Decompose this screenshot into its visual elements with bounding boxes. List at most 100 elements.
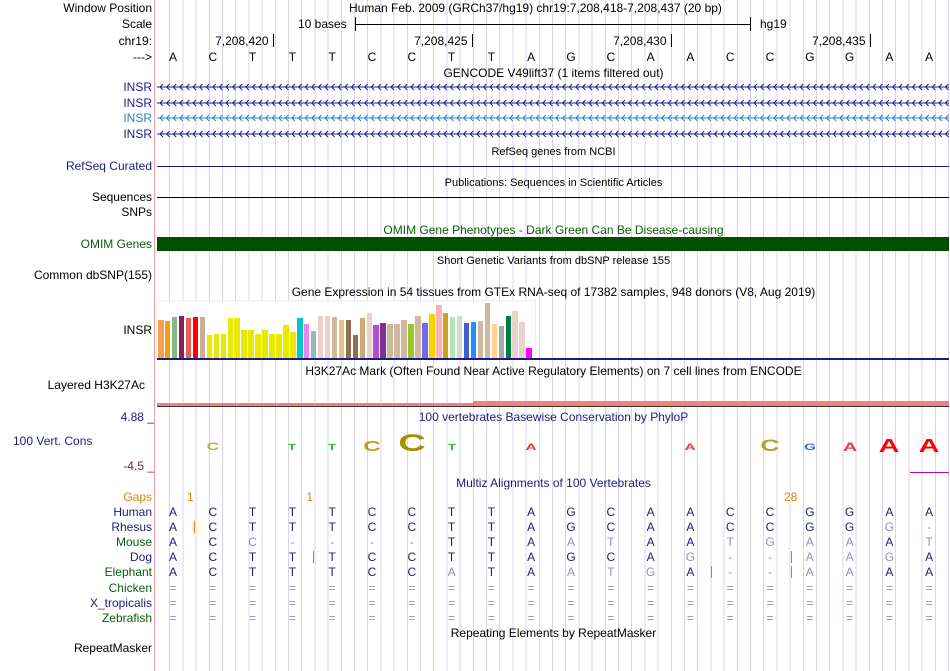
- gtex-tissue-bar[interactable]: [262, 330, 268, 359]
- gtex-tissue-bar[interactable]: [359, 318, 366, 359]
- dbsnp-label[interactable]: Common dbSNP(155): [33, 268, 152, 282]
- gtex-tissue-bar[interactable]: [415, 316, 421, 359]
- alignment-base: C: [248, 535, 257, 550]
- gtex-tissue-bar[interactable]: [269, 333, 275, 359]
- gtex-tissue-bar[interactable]: [463, 323, 470, 359]
- gene-model-insr[interactable]: [157, 111, 949, 125]
- gtex-tissue-bar[interactable]: [387, 324, 393, 359]
- gtex-tissue-bar[interactable]: [297, 318, 303, 359]
- gtex-tissue-bar[interactable]: [422, 323, 428, 359]
- alignment-base: =: [607, 580, 615, 595]
- base-letter: A: [925, 50, 934, 64]
- gtex-tissue-bar[interactable]: [199, 317, 206, 359]
- species-label-elephant[interactable]: Elephant: [104, 565, 152, 580]
- gtex-tissue-bar[interactable]: [276, 333, 282, 359]
- conservation-logo-letter: A: [525, 442, 537, 453]
- species-label-x_tropicalis[interactable]: X_tropicalis: [89, 595, 152, 610]
- gene-label-insr[interactable]: INSR: [123, 95, 152, 110]
- gtex-tissue-bar[interactable]: [303, 324, 310, 359]
- position-title: Human Feb. 2009 (GRCh37/hg19) chr19:7,20…: [349, 1, 722, 15]
- gtex-tissue-bar[interactable]: [442, 312, 449, 359]
- alignment-base: A: [646, 520, 655, 535]
- gtex-tissue-bar[interactable]: [227, 318, 233, 359]
- alignment-base: T: [447, 535, 456, 550]
- gtex-tissue-bar[interactable]: [373, 325, 379, 359]
- gene-model-insr[interactable]: [157, 127, 949, 141]
- species-label-mouse[interactable]: Mouse: [115, 535, 152, 550]
- species-label-rhesus[interactable]: Rhesus: [111, 520, 152, 535]
- gtex-chart[interactable]: [156, 300, 536, 360]
- gtex-tissue-bar[interactable]: [317, 316, 324, 359]
- gtex-tissue-bar[interactable]: [408, 324, 414, 359]
- gtex-tissue-bar[interactable]: [283, 325, 289, 359]
- gtex-tissue-bar[interactable]: [234, 318, 240, 359]
- base-letter: T: [248, 50, 257, 64]
- gtex-tissue-bar[interactable]: [436, 304, 442, 359]
- alignment-base: G: [844, 520, 855, 535]
- gtex-tissue-bar[interactable]: [352, 334, 359, 359]
- gtex-tissue-bar[interactable]: [484, 302, 491, 359]
- omim-label[interactable]: OMIM Genes: [80, 237, 152, 251]
- gtex-tissue-bar[interactable]: [491, 324, 498, 359]
- gtex-tissue-bar[interactable]: [185, 318, 192, 359]
- gtex-tissue-bar[interactable]: [310, 330, 317, 359]
- alignment-base: C: [407, 505, 417, 519]
- h3k27ac-label[interactable]: Layered H3K27Ac: [47, 378, 145, 392]
- alignment-base: G: [765, 535, 775, 550]
- gtex-tissue-bar[interactable]: [526, 348, 532, 359]
- species-label-chicken[interactable]: Chicken: [108, 580, 152, 595]
- repeatmasker-label[interactable]: RepeatMasker: [73, 641, 152, 655]
- alignment-base: =: [288, 580, 296, 595]
- gtex-tissue-bar[interactable]: [470, 322, 477, 359]
- gtex-tissue-bar[interactable]: [394, 324, 400, 359]
- gene-label-insr[interactable]: INSR: [123, 111, 152, 126]
- gtex-tissue-bar[interactable]: [380, 323, 386, 359]
- alignment-base: =: [368, 580, 376, 595]
- gtex-label[interactable]: INSR: [123, 323, 152, 337]
- gene-label-insr[interactable]: INSR: [123, 127, 152, 142]
- omim-gene-bar[interactable]: [157, 237, 949, 251]
- gtex-tissue-bar[interactable]: [338, 320, 345, 359]
- gtex-tissue-bar[interactable]: [477, 321, 484, 359]
- omim-title: OMIM Gene Phenotypes - Dark Green Can Be…: [383, 223, 724, 237]
- gtex-tissue-bar[interactable]: [220, 333, 227, 359]
- gtex-tissue-bar[interactable]: [331, 317, 338, 359]
- phylop-label[interactable]: 100 Vert. Cons: [13, 434, 93, 448]
- gtex-tissue-bar[interactable]: [178, 315, 185, 359]
- gtex-tissue-bar[interactable]: [213, 333, 220, 359]
- gene-model-insr[interactable]: [157, 80, 949, 94]
- gtex-tissue-bar[interactable]: [248, 330, 254, 359]
- species-label-zebrafish[interactable]: Zebrafish: [101, 610, 152, 625]
- gtex-tissue-bar[interactable]: [505, 316, 511, 359]
- gene-label-insr[interactable]: INSR: [123, 80, 152, 94]
- gtex-tissue-bar[interactable]: [429, 313, 435, 359]
- gtex-tissue-bar[interactable]: [519, 322, 525, 359]
- alignment-base: T: [288, 505, 297, 519]
- gtex-tissue-bar[interactable]: [206, 334, 213, 359]
- gtex-tissue-bar[interactable]: [449, 317, 456, 359]
- gene-model-insr[interactable]: [157, 96, 949, 110]
- gtex-tissue-bar[interactable]: [290, 331, 296, 359]
- gtex-tissue-bar[interactable]: [171, 317, 178, 359]
- alignment-base: C: [208, 520, 218, 535]
- alignment-base: A: [168, 535, 177, 550]
- species-label-dog[interactable]: Dog: [129, 550, 152, 565]
- gtex-tissue-bar[interactable]: [192, 317, 199, 359]
- gtex-tissue-bar[interactable]: [512, 310, 518, 359]
- gtex-tissue-bar[interactable]: [158, 320, 164, 359]
- snps-label[interactable]: SNPs: [121, 205, 152, 219]
- gtex-tissue-bar[interactable]: [401, 320, 407, 359]
- publications-label[interactable]: Sequences: [91, 190, 152, 204]
- gtex-tissue-bar[interactable]: [456, 316, 463, 359]
- gtex-tissue-bar[interactable]: [498, 326, 505, 359]
- gtex-tissue-bar[interactable]: [366, 312, 372, 359]
- species-label-human[interactable]: Human: [113, 505, 152, 519]
- gtex-tissue-bar[interactable]: [241, 330, 247, 359]
- base-letter: C: [367, 50, 377, 64]
- gtex-tissue-bar[interactable]: [324, 315, 331, 359]
- refseq-label[interactable]: RefSeq Curated: [65, 159, 152, 173]
- gtex-tissue-bar[interactable]: [164, 321, 171, 359]
- gtex-tissue-bar[interactable]: [345, 320, 352, 359]
- gtex-tissue-bar[interactable]: [255, 333, 261, 359]
- conservation-logo-letter: T: [288, 443, 297, 452]
